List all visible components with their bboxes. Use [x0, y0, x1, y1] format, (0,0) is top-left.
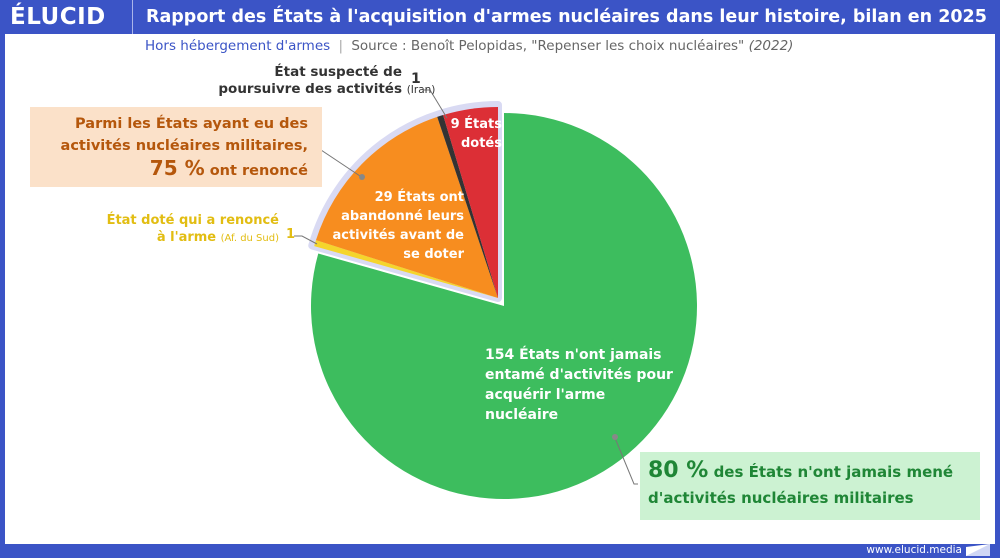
iran-value: 1 — [411, 71, 421, 87]
frame-left — [0, 0, 5, 558]
red-slice-label: 9 États dotés — [450, 117, 502, 151]
subtitle-source: Source : Benoît Pelopidas, "Repenser les… — [351, 38, 745, 54]
sa-value: 1 — [286, 227, 296, 242]
subtitle-year: (2022) — [748, 38, 794, 54]
green-callout-pct: 80 % — [648, 458, 709, 483]
leader-dot-green — [612, 434, 618, 440]
green-callout-text: des États n'ont jamais mené d'activités … — [648, 463, 954, 507]
orange-callout-text: Parmi les États ayant eu des activités n… — [60, 116, 308, 154]
leader-line-green — [614, 437, 638, 485]
chart-title: Rapport des États à l'acquisition d'arme… — [146, 7, 987, 27]
frame-right — [995, 0, 1000, 558]
sa-label: État doté qui a renoncé à l'arme (Af. du… — [96, 212, 279, 247]
sa-note: (Af. du Sud) — [220, 233, 279, 244]
header-divider — [132, 0, 133, 34]
leader-line-iran — [424, 89, 448, 119]
iran-label: État suspecté de poursuivre des activité… — [190, 64, 435, 99]
pie-slice-0 — [311, 113, 698, 500]
iran-note: (Iran) — [406, 84, 436, 96]
pie-slice-2 — [315, 116, 498, 299]
footer: www.elucid.media — [0, 544, 1000, 558]
footer-url[interactable]: www.elucid.media — [866, 544, 962, 556]
green-slice-label: 154 États n'ont jamais entamé d'activité… — [485, 347, 673, 423]
subtitle-divider: | — [338, 38, 344, 54]
elucid-logo: ÉLUCID — [10, 4, 106, 30]
leader-line-sa — [294, 235, 318, 245]
leader-dot-orange — [359, 174, 365, 180]
pie-slice-3 — [437, 115, 498, 299]
header: ÉLUCID Rapport des États à l'acquisition… — [0, 0, 1000, 34]
pie-slice-4 — [443, 107, 498, 298]
iran-label-text: État suspecté de poursuivre des activité… — [218, 64, 402, 97]
orange-callout: Parmi les États ayant eu des activités n… — [30, 107, 322, 187]
subtitle: Hors hébergement d'armes | Source : Beno… — [145, 38, 793, 54]
orange-callout-rest: ont renoncé — [209, 163, 308, 179]
orange-callout-pct: 75 % — [149, 156, 205, 180]
pie-slice-1 — [314, 240, 498, 298]
subtitle-note: Hors hébergement d'armes — [145, 38, 331, 54]
green-callout: 80 % des États n'ont jamais mené d'activ… — [640, 452, 980, 520]
sa-label-text: État doté qui a renoncé à l'arme — [106, 213, 279, 245]
orange-slice-label: 29 États ont abandonné leurs activités a… — [332, 190, 464, 262]
elucid-flag-icon — [966, 544, 990, 556]
